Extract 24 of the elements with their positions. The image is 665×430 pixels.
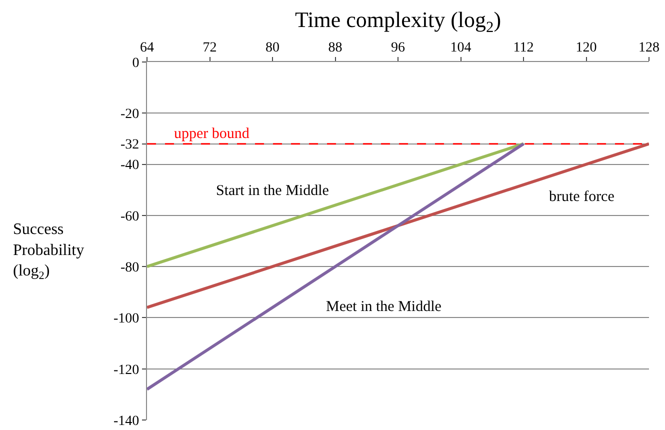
x-tick-label: 88 [328,40,342,56]
y-tick-label: -32 [120,138,140,153]
x-tick-label: 128 [638,40,660,56]
ref-line-label: upper bound [174,126,250,142]
series-label: Meet in the Middle [326,299,442,315]
y-tick-label: -40 [120,158,140,174]
x-tick-label: 120 [576,40,597,56]
y-tick-label: -100 [114,312,140,327]
x-tick-label: 64 [140,40,154,56]
x-tick-label: 104 [450,40,472,56]
y-tick-label: -80 [120,260,140,276]
y-tick-label: -120 [114,362,140,378]
y-axis-title: Success Probability (log$_{2}$) [13,221,84,282]
x-tick-label: 72 [202,40,217,56]
x-tick-label: 96 [391,40,405,56]
y-tick-label: 0 [132,56,140,71]
y-tick-label: -20 [120,107,140,122]
y-tick-label: -140 [114,414,140,429]
x-tick-label: 80 [266,40,280,56]
x-axis-title: Time complexity (log$_{2}$) [294,7,502,36]
series-label: brute force [549,189,615,205]
y-tick-label: -60 [120,209,140,224]
x-tick-label: 112 [513,40,534,56]
series-label: Start in the Middle [216,183,330,199]
